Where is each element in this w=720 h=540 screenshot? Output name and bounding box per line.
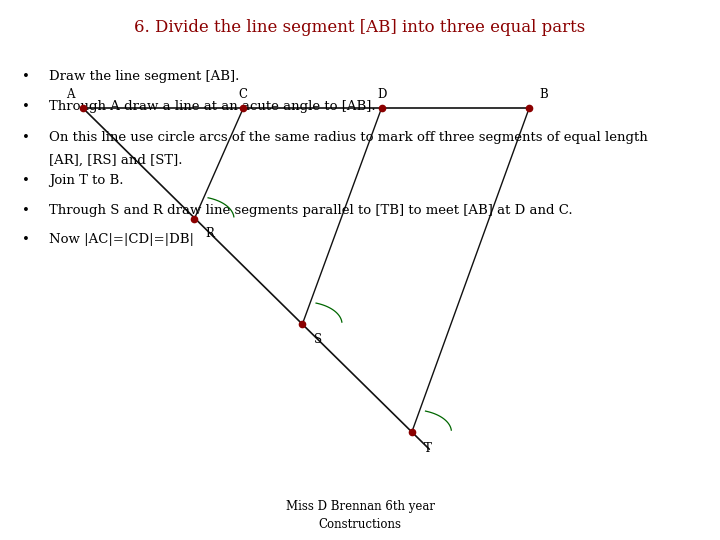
Text: B: B bbox=[539, 88, 548, 101]
Text: A: A bbox=[66, 88, 74, 101]
Text: [AR], [RS] and [ST].: [AR], [RS] and [ST]. bbox=[49, 154, 182, 167]
Text: R: R bbox=[206, 227, 215, 240]
Text: Join T to B.: Join T to B. bbox=[49, 174, 123, 187]
Text: Through S and R draw line segments parallel to [TB] to meet [AB] at D and C.: Through S and R draw line segments paral… bbox=[49, 204, 572, 217]
Text: C: C bbox=[239, 88, 248, 101]
Text: •: • bbox=[22, 233, 30, 246]
Text: 6. Divide the line segment [AB] into three equal parts: 6. Divide the line segment [AB] into thr… bbox=[135, 19, 585, 36]
Text: •: • bbox=[22, 174, 30, 187]
Text: Now |AC|=|CD|=|DB|: Now |AC|=|CD|=|DB| bbox=[49, 233, 194, 246]
Text: Draw the line segment [AB].: Draw the line segment [AB]. bbox=[49, 70, 239, 83]
Text: Through A draw a line at an acute angle to [AB].: Through A draw a line at an acute angle … bbox=[49, 100, 376, 113]
Text: •: • bbox=[22, 70, 30, 83]
Text: On this line use circle arcs of the same radius to mark off three segments of eq: On this line use circle arcs of the same… bbox=[49, 131, 648, 144]
Text: S: S bbox=[314, 333, 323, 346]
Text: D: D bbox=[377, 88, 387, 101]
Text: •: • bbox=[22, 131, 30, 144]
Text: Miss D Brennan 6th year
Constructions: Miss D Brennan 6th year Constructions bbox=[286, 500, 434, 531]
Text: •: • bbox=[22, 100, 30, 113]
Text: •: • bbox=[22, 204, 30, 217]
Text: T: T bbox=[424, 442, 431, 455]
